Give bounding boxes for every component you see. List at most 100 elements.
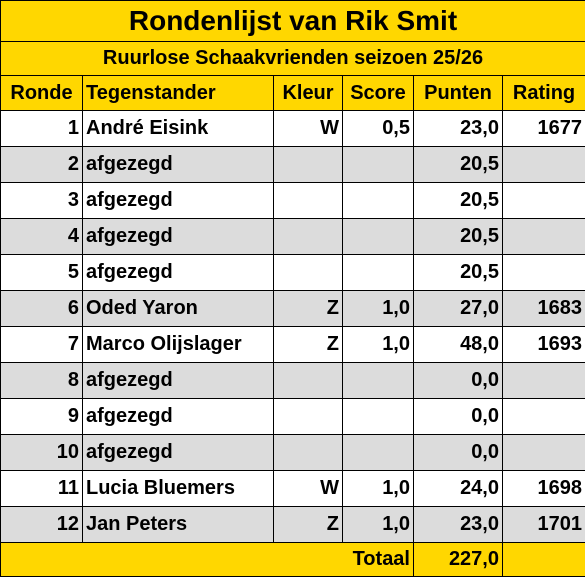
table-row: 5 afgezegd 20,5 [0, 254, 585, 291]
cell-kleur: W [273, 110, 343, 147]
cell-punten: 48,0 [413, 326, 503, 363]
cell-kleur: W [273, 470, 343, 507]
cell-ronde: 8 [0, 362, 83, 399]
table-row: 11 Lucia Bluemers W 1,0 24,0 1698 [0, 470, 585, 507]
cell-punten: 20,5 [413, 146, 503, 183]
table-row: 3 afgezegd 20,5 [0, 182, 585, 219]
cell-kleur [273, 182, 343, 219]
cell-kleur [273, 146, 343, 183]
cell-punten: 20,5 [413, 182, 503, 219]
cell-tegenstander: Lucia Bluemers [82, 470, 274, 507]
cell-ronde: 11 [0, 470, 83, 507]
cell-score [342, 254, 414, 291]
page-subtitle: Ruurlose Schaakvrienden seizoen 25/26 [0, 41, 585, 76]
cell-tegenstander: Oded Yaron [82, 290, 274, 327]
page-title: Rondenlijst van Rik Smit [0, 0, 585, 42]
cell-rating [501, 218, 585, 255]
column-header-ronde: Ronde [0, 75, 83, 111]
cell-ronde: 4 [0, 218, 83, 255]
cell-score [342, 218, 414, 255]
cell-kleur: Z [273, 326, 343, 363]
cell-punten: 23,0 [413, 110, 503, 147]
cell-punten: 0,0 [413, 398, 503, 435]
cell-ronde: 3 [0, 182, 83, 219]
total-label: Totaal [0, 542, 414, 577]
cell-score: 1,0 [342, 326, 414, 363]
cell-score [342, 362, 414, 399]
cell-kleur [273, 218, 343, 255]
cell-punten: 20,5 [413, 218, 503, 255]
cell-tegenstander: afgezegd [82, 182, 274, 219]
cell-tegenstander: afgezegd [82, 362, 274, 399]
cell-rating: 1701 [501, 506, 585, 543]
cell-tegenstander: afgezegd [82, 146, 274, 183]
total-row: Totaal 227,0 [0, 542, 585, 577]
cell-score: 1,0 [342, 506, 414, 543]
cell-rating: 1698 [501, 470, 585, 507]
table-row: 6 Oded Yaron Z 1,0 27,0 1683 [0, 290, 585, 327]
cell-kleur [273, 398, 343, 435]
table-row: 10 afgezegd 0,0 [0, 434, 585, 471]
round-rows: 1 André Eisink W 0,5 23,0 1677 2 afgezegd 20,5 3 a… [0, 110, 585, 543]
cell-tegenstander: Jan Peters [82, 506, 274, 543]
cell-tegenstander: André Eisink [82, 110, 274, 147]
cell-tegenstander: Marco Olijslager [82, 326, 274, 363]
cell-rating [501, 434, 585, 471]
cell-rating [501, 146, 585, 183]
cell-rating: 1683 [501, 290, 585, 327]
column-header-row: Ronde Tegenstander Kleur Score Punten Ra… [0, 75, 585, 111]
cell-punten: 0,0 [413, 434, 503, 471]
cell-kleur [273, 434, 343, 471]
cell-rating [501, 362, 585, 399]
cell-score [342, 182, 414, 219]
cell-punten: 20,5 [413, 254, 503, 291]
column-header-tegenstander: Tegenstander [82, 75, 274, 111]
cell-rating [501, 398, 585, 435]
cell-rating: 1693 [501, 326, 585, 363]
table-row: 12 Jan Peters Z 1,0 23,0 1701 [0, 506, 585, 543]
cell-score [342, 434, 414, 471]
table-row: 1 André Eisink W 0,5 23,0 1677 [0, 110, 585, 147]
cell-kleur [273, 254, 343, 291]
cell-ronde: 12 [0, 506, 83, 543]
cell-kleur [273, 362, 343, 399]
table-row: 4 afgezegd 20,5 [0, 218, 585, 255]
cell-tegenstander: afgezegd [82, 254, 274, 291]
cell-punten: 0,0 [413, 362, 503, 399]
cell-kleur: Z [273, 506, 343, 543]
total-empty-cell [501, 542, 585, 577]
table-row: 7 Marco Olijslager Z 1,0 48,0 1693 [0, 326, 585, 363]
cell-score [342, 398, 414, 435]
cell-ronde: 10 [0, 434, 83, 471]
column-header-kleur: Kleur [273, 75, 343, 111]
cell-tegenstander: afgezegd [82, 218, 274, 255]
cell-punten: 24,0 [413, 470, 503, 507]
cell-ronde: 9 [0, 398, 83, 435]
cell-score: 1,0 [342, 470, 414, 507]
cell-rating: 1677 [501, 110, 585, 147]
table-row: 8 afgezegd 0,0 [0, 362, 585, 399]
cell-score: 0,5 [342, 110, 414, 147]
cell-ronde: 6 [0, 290, 83, 327]
cell-punten: 27,0 [413, 290, 503, 327]
cell-ronde: 7 [0, 326, 83, 363]
column-header-rating: Rating [501, 75, 585, 111]
cell-ronde: 5 [0, 254, 83, 291]
cell-score [342, 146, 414, 183]
column-header-punten: Punten [413, 75, 503, 111]
cell-kleur: Z [273, 290, 343, 327]
total-value: 227,0 [413, 542, 503, 577]
cell-tegenstander: afgezegd [82, 398, 274, 435]
table-row: 2 afgezegd 20,5 [0, 146, 585, 183]
cell-punten: 23,0 [413, 506, 503, 543]
cell-rating [501, 254, 585, 291]
cell-score: 1,0 [342, 290, 414, 327]
cell-tegenstander: afgezegd [82, 434, 274, 471]
cell-rating [501, 182, 585, 219]
column-header-score: Score [342, 75, 414, 111]
table-row: 9 afgezegd 0,0 [0, 398, 585, 435]
cell-ronde: 1 [0, 110, 83, 147]
cell-ronde: 2 [0, 146, 83, 183]
